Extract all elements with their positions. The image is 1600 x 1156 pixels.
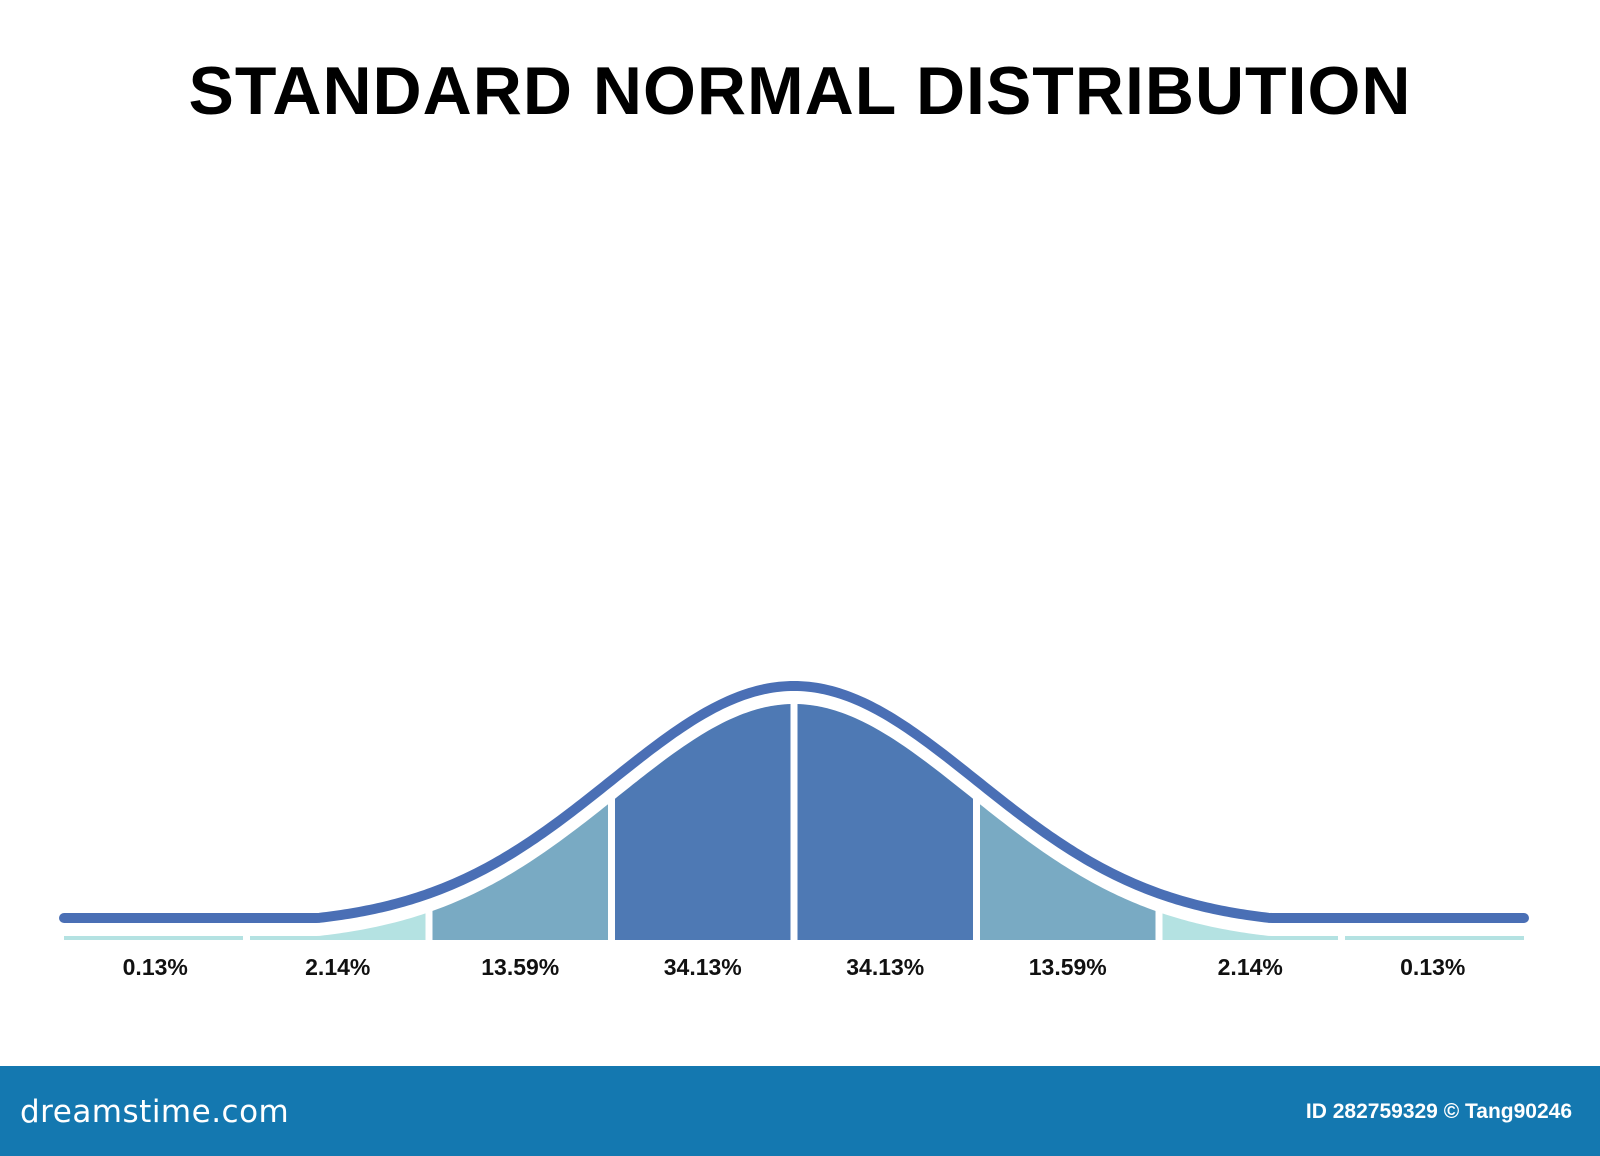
segment-label-1: 2.14% — [305, 954, 370, 980]
footer-credit: ID 282759329 © Tang90246 — [1305, 1100, 1572, 1123]
chart-title: STANDARD NORMAL DISTRIBUTION — [188, 53, 1412, 129]
segment-area-6 — [1159, 907, 1342, 940]
segment-label-4: 34.13% — [846, 954, 924, 980]
segment-label-7: 0.13% — [1400, 954, 1465, 980]
segment-area-4 — [794, 700, 977, 940]
segment-label-5: 13.59% — [1029, 954, 1107, 980]
normal-distribution-chart: 0.13% 2.14% 13.59% 34.13% 34.13% 13.59% 2.14% 0… — [53, 681, 1535, 980]
footer-brand: dreamstime.com — [20, 1094, 290, 1130]
curve-highlight — [53, 682, 1535, 936]
segment-label-3: 34.13% — [664, 954, 742, 980]
segment-area-3 — [611, 700, 794, 940]
footer-bar: dreamstime.com ID 282759329 © Tang90246 — [0, 1066, 1600, 1156]
segment-label-6: 2.14% — [1218, 954, 1283, 980]
segment-label-0: 0.13% — [123, 954, 188, 980]
segment-label-2: 13.59% — [481, 954, 559, 980]
curve-line — [59, 681, 1529, 923]
segment-area-1 — [246, 907, 429, 940]
